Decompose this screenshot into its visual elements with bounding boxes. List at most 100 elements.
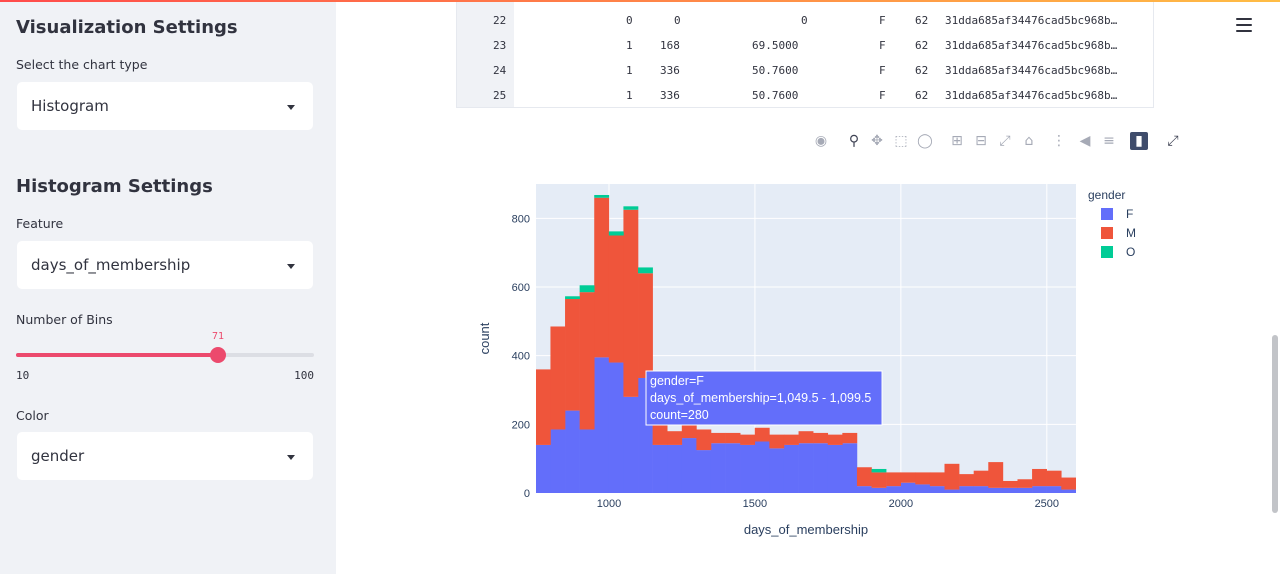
bar-f bbox=[798, 443, 814, 493]
bar-f bbox=[1046, 486, 1062, 493]
bar-f bbox=[696, 450, 712, 493]
bar-f bbox=[1032, 486, 1047, 493]
bar-m bbox=[696, 429, 712, 451]
bar-f bbox=[1002, 487, 1018, 493]
chevron-down-icon bbox=[287, 105, 295, 110]
zoom-in-icon[interactable]: ⊞ bbox=[951, 133, 963, 149]
table-cell: 69.5000 bbox=[752, 39, 799, 52]
table-cell: F bbox=[879, 14, 886, 27]
autoscale-icon[interactable]: ⤢ bbox=[999, 133, 1011, 149]
camera-icon[interactable]: ◉ bbox=[814, 133, 828, 149]
row-index: 22 bbox=[493, 14, 507, 27]
bar-m bbox=[915, 472, 931, 485]
x-tick-label: 2500 bbox=[1035, 498, 1059, 510]
bar-m bbox=[1032, 468, 1047, 487]
bar-m bbox=[710, 432, 726, 444]
bar-m bbox=[638, 273, 653, 378]
bar-f bbox=[579, 429, 595, 493]
bar-m bbox=[1002, 480, 1018, 488]
legend-swatch bbox=[1101, 208, 1113, 220]
bar-m bbox=[1046, 470, 1062, 487]
feature-select[interactable]: days_of_membership bbox=[16, 240, 314, 290]
chevron-down-icon bbox=[287, 264, 295, 269]
table-cell: 0 bbox=[626, 14, 633, 27]
tooltip-line: days_of_membership=1,049.5 - 1,099.5 bbox=[650, 391, 871, 405]
bar-m bbox=[959, 474, 974, 487]
bar-f bbox=[900, 482, 916, 493]
tooltip-line: count=280 bbox=[650, 408, 709, 422]
bar-m bbox=[944, 463, 960, 490]
plotly-logo-icon[interactable]: ▮ bbox=[1130, 132, 1148, 150]
bar-m bbox=[565, 299, 580, 411]
pan-icon[interactable]: ✥ bbox=[871, 133, 883, 149]
table-cell: 50.7600 bbox=[752, 89, 799, 102]
bar-o bbox=[638, 267, 653, 274]
bins-slider-value: 71 bbox=[212, 331, 225, 342]
table-cell: 31dda685af34476cad5bc968b… bbox=[945, 64, 1118, 77]
dataframe[interactable]: 22 0 0 0 F 62 31dda685af34476cad5bc968b…… bbox=[456, 0, 1154, 108]
bar-m bbox=[740, 434, 756, 445]
bar-m bbox=[988, 462, 1004, 488]
hover-tooltip: gender=F days_of_membership=1,049.5 - 1,0… bbox=[640, 370, 883, 426]
bar-m bbox=[594, 197, 610, 358]
table-cell: 50.7600 bbox=[752, 64, 799, 77]
table-cell: 0 bbox=[674, 14, 681, 27]
bar-m bbox=[579, 292, 595, 430]
bins-label: Number of Bins bbox=[16, 312, 113, 327]
table-cell: 62 bbox=[915, 89, 929, 102]
bar-m bbox=[1061, 477, 1076, 490]
hover-compare-icon[interactable]: ≡ bbox=[1103, 133, 1115, 149]
bins-slider-fill bbox=[16, 353, 219, 357]
bar-m bbox=[536, 369, 551, 445]
bar-f bbox=[813, 443, 829, 493]
table-row: 24 1 336 50.7600 F 62 31dda685af34476cad… bbox=[457, 58, 1153, 83]
sidebar: Visualization Settings Select the chart … bbox=[0, 0, 336, 574]
bar-o bbox=[608, 231, 624, 236]
bar-m bbox=[725, 432, 741, 444]
bar-o bbox=[565, 296, 580, 300]
table-cell: 0 bbox=[801, 14, 808, 27]
x-tick-label: 1500 bbox=[743, 498, 767, 510]
bar-f bbox=[608, 362, 624, 493]
bins-slider-min: 10 bbox=[16, 369, 30, 382]
row-index: 23 bbox=[493, 39, 507, 52]
dataframe-index-column bbox=[457, 0, 514, 107]
bar-m bbox=[652, 420, 668, 445]
bar-f bbox=[652, 444, 668, 493]
page-scrollbar[interactable] bbox=[1272, 335, 1278, 513]
bar-m bbox=[550, 326, 566, 430]
tooltip-line: gender=F bbox=[650, 374, 704, 388]
tooltip-box bbox=[645, 370, 883, 426]
table-cell: F bbox=[879, 89, 886, 102]
lasso-select-icon[interactable]: ◯ bbox=[917, 133, 933, 149]
top-accent-bar bbox=[0, 0, 1280, 2]
box-select-icon[interactable]: ⬚ bbox=[894, 133, 908, 149]
reset-axes-icon[interactable]: ⌂ bbox=[1024, 133, 1034, 149]
color-label: Color bbox=[16, 408, 49, 423]
color-select[interactable]: gender bbox=[16, 431, 314, 481]
chart-type-select[interactable]: Histogram bbox=[16, 81, 314, 131]
bins-slider-thumb[interactable] bbox=[210, 347, 227, 363]
legend-swatch bbox=[1101, 227, 1113, 239]
bar-f bbox=[783, 444, 799, 493]
hover-closest-icon[interactable]: ◀ bbox=[1079, 133, 1091, 149]
bar-f bbox=[959, 486, 974, 493]
bar-m bbox=[1017, 479, 1033, 488]
spike-lines-icon[interactable]: ⋮ bbox=[1052, 133, 1066, 149]
zoom-out-icon[interactable]: ⊟ bbox=[975, 133, 987, 149]
bar-f bbox=[740, 444, 756, 493]
bar-o bbox=[623, 206, 639, 210]
y-tick-label: 600 bbox=[512, 282, 530, 294]
hamburger-menu-icon[interactable] bbox=[1236, 18, 1252, 32]
x-tick-label: 1000 bbox=[597, 498, 621, 510]
legend-swatch bbox=[1101, 246, 1113, 258]
bins-slider[interactable] bbox=[16, 347, 314, 363]
bar-m bbox=[667, 431, 683, 445]
bar-f bbox=[988, 487, 1004, 493]
bar-f bbox=[915, 484, 931, 493]
bar-f bbox=[769, 448, 785, 493]
legend-label-f: F bbox=[1126, 207, 1133, 221]
fullscreen-icon[interactable]: ⤢ bbox=[1167, 133, 1179, 149]
zoom-icon[interactable]: ⚲ bbox=[848, 133, 860, 149]
